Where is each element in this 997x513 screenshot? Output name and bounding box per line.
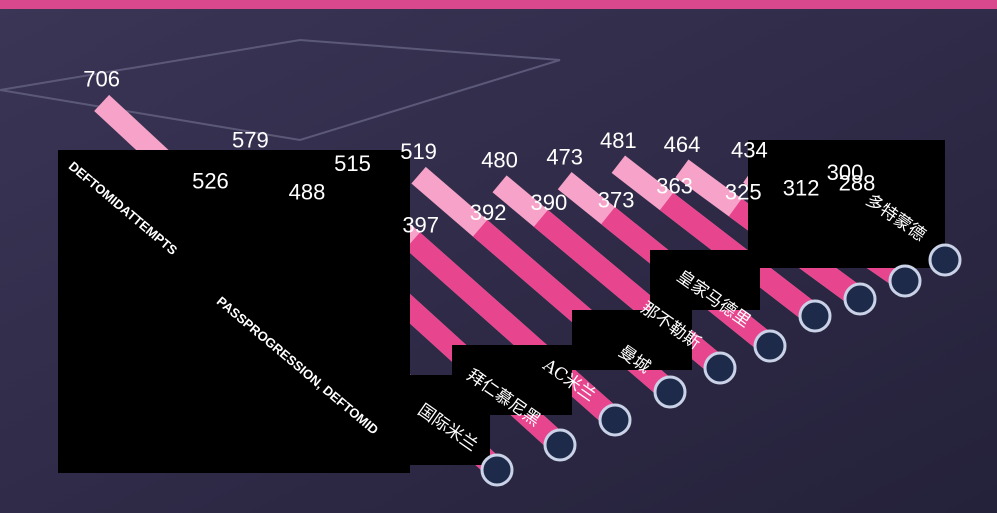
value-label: 373 — [598, 187, 635, 212]
value-label: 288 — [839, 170, 876, 195]
team-logo — [598, 403, 632, 437]
value-label: 390 — [531, 190, 568, 215]
team-logo — [843, 282, 877, 316]
team-logo — [753, 329, 787, 363]
team-logo — [653, 375, 687, 409]
overlay-box — [748, 140, 945, 268]
value-label: 312 — [783, 176, 820, 201]
team-logo — [888, 264, 922, 298]
value-label: 480 — [481, 148, 518, 173]
value-label: 363 — [656, 173, 693, 198]
value-label: 434 — [731, 137, 768, 162]
value-label: 526 — [192, 168, 229, 193]
value-label: 473 — [546, 144, 583, 169]
team-logo — [798, 299, 832, 333]
overlays — [58, 140, 945, 473]
value-label: 325 — [725, 179, 762, 204]
value-label: 579 — [232, 127, 269, 152]
value-label: 488 — [289, 180, 326, 205]
team-logo — [543, 428, 577, 462]
team-logo — [480, 453, 514, 487]
value-label: 397 — [402, 212, 439, 237]
value-label: 706 — [83, 67, 120, 92]
team-logo — [703, 351, 737, 385]
value-label: 300 — [827, 160, 864, 185]
overlay-box — [58, 150, 410, 473]
value-label: 481 — [600, 128, 637, 153]
overlay-box — [650, 250, 760, 310]
value-label: 464 — [664, 132, 701, 157]
value-label: 519 — [400, 139, 437, 164]
value-label: 392 — [470, 200, 507, 225]
top-strip — [0, 0, 997, 9]
team-logo — [928, 243, 962, 277]
overlay-box — [410, 375, 490, 465]
overlay-box — [572, 310, 692, 370]
value-label: 515 — [334, 151, 371, 176]
pitch-line — [0, 38, 561, 142]
